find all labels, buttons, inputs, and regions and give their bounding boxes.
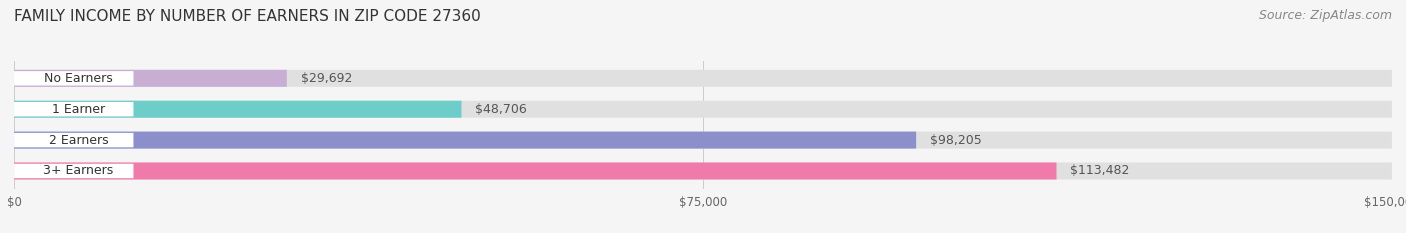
Text: 3+ Earners: 3+ Earners: [44, 164, 114, 178]
Text: $48,706: $48,706: [475, 103, 527, 116]
FancyBboxPatch shape: [14, 132, 1392, 149]
FancyBboxPatch shape: [14, 132, 917, 149]
FancyBboxPatch shape: [14, 133, 134, 147]
FancyBboxPatch shape: [14, 71, 134, 86]
Text: $113,482: $113,482: [1070, 164, 1129, 178]
FancyBboxPatch shape: [14, 101, 461, 118]
Text: FAMILY INCOME BY NUMBER OF EARNERS IN ZIP CODE 27360: FAMILY INCOME BY NUMBER OF EARNERS IN ZI…: [14, 9, 481, 24]
Text: $98,205: $98,205: [929, 134, 981, 147]
FancyBboxPatch shape: [14, 102, 134, 116]
Text: $29,692: $29,692: [301, 72, 352, 85]
FancyBboxPatch shape: [14, 70, 1392, 87]
FancyBboxPatch shape: [14, 164, 134, 178]
Text: Source: ZipAtlas.com: Source: ZipAtlas.com: [1258, 9, 1392, 22]
FancyBboxPatch shape: [14, 70, 287, 87]
FancyBboxPatch shape: [14, 101, 1392, 118]
Text: 1 Earner: 1 Earner: [52, 103, 105, 116]
Text: 2 Earners: 2 Earners: [49, 134, 108, 147]
FancyBboxPatch shape: [14, 162, 1056, 179]
FancyBboxPatch shape: [14, 162, 1392, 179]
Text: No Earners: No Earners: [44, 72, 112, 85]
